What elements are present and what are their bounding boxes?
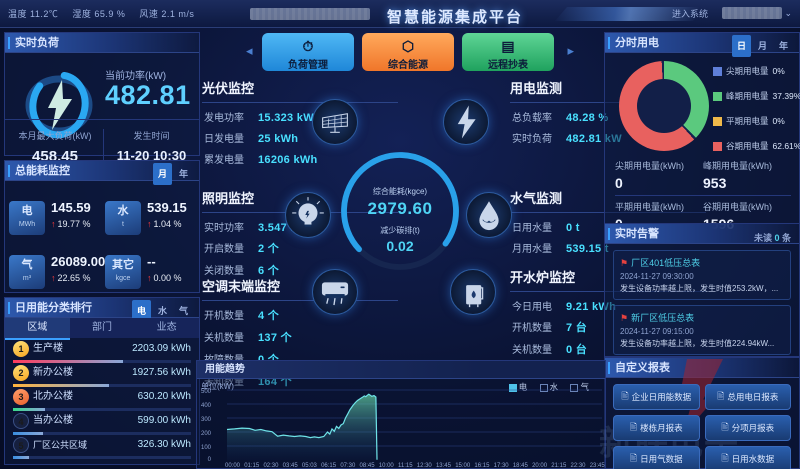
svg-text:200: 200 — [201, 431, 212, 437]
svg-text:300: 300 — [201, 417, 212, 423]
svg-text:100: 100 — [201, 445, 212, 451]
svg-text:400: 400 — [201, 403, 212, 409]
svg-text:0: 0 — [208, 457, 212, 463]
svg-text:500: 500 — [201, 389, 212, 395]
